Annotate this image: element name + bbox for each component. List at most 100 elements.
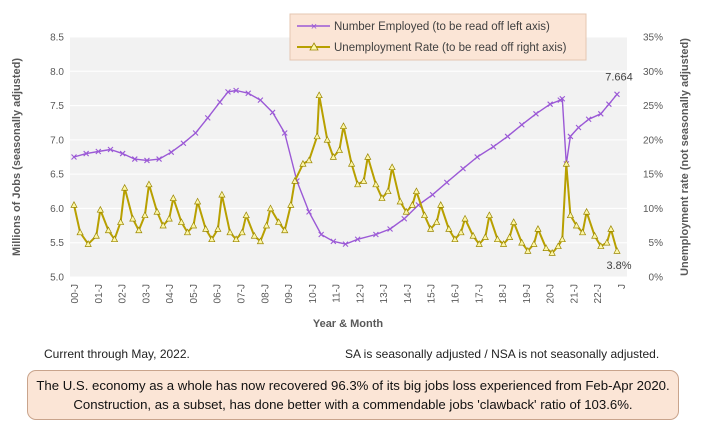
data-point xyxy=(524,247,532,254)
x-tick-label: 05-J xyxy=(189,284,200,303)
data-point xyxy=(156,156,162,162)
left-tick-label: 6.5 xyxy=(50,170,64,181)
data-point xyxy=(606,101,612,108)
data-point xyxy=(481,233,489,240)
data-point xyxy=(510,218,518,225)
data-point xyxy=(323,135,331,143)
data-point xyxy=(169,194,177,201)
data-point xyxy=(168,149,175,156)
data-point xyxy=(429,191,436,198)
data-point xyxy=(534,225,542,232)
data-point xyxy=(412,187,420,195)
data-point xyxy=(354,180,362,188)
data-point xyxy=(518,121,525,128)
data-point xyxy=(420,211,429,219)
series-layer xyxy=(70,87,621,256)
data-point xyxy=(110,235,119,243)
summary-callout: The U.S. economy as a whole has now reco… xyxy=(27,370,679,420)
data-point xyxy=(613,247,621,254)
data-point xyxy=(183,228,192,236)
x-tick-label: 15-J xyxy=(427,284,438,303)
x-tick-label: 20-J xyxy=(546,284,557,303)
data-point xyxy=(347,159,356,167)
summary-line-1: The U.S. economy as a whole has now reco… xyxy=(36,378,670,393)
data-point xyxy=(603,238,611,246)
legend-entry-employed: × Number Employed (to be read off left a… xyxy=(297,21,550,33)
x-tick-label: 00-J xyxy=(70,284,81,303)
legend-entry-unemployment: Unemployment Rate (to be read off right … xyxy=(297,42,567,54)
x-tick-label: 22-J xyxy=(593,284,604,303)
data-point xyxy=(275,218,283,225)
x-tick-label: 08-J xyxy=(260,284,271,303)
data-point xyxy=(281,226,289,234)
data-point xyxy=(567,133,574,140)
data-point xyxy=(339,122,348,129)
data-point xyxy=(583,207,591,215)
data-point xyxy=(250,231,258,239)
data-point xyxy=(257,97,264,103)
data-point xyxy=(95,148,102,155)
data-point xyxy=(554,242,562,249)
data-point xyxy=(461,214,469,222)
data-point xyxy=(427,225,435,232)
data-point xyxy=(578,228,587,236)
data-point xyxy=(364,153,372,160)
data-point xyxy=(475,240,483,247)
data-point xyxy=(153,207,161,215)
data-label: 3.8% xyxy=(606,260,631,272)
data-point xyxy=(457,228,465,236)
data-point xyxy=(330,238,337,245)
data-point xyxy=(266,204,275,212)
data-point xyxy=(607,225,615,232)
data-point xyxy=(71,154,77,160)
data-point xyxy=(96,205,104,213)
data-point xyxy=(76,228,84,236)
right-tick-label: 35% xyxy=(643,33,663,44)
left-tick-label: 5.0 xyxy=(50,273,64,284)
x-tick-label: 09-J xyxy=(284,284,295,303)
data-point xyxy=(145,180,153,188)
x-tick-label: 18-J xyxy=(498,284,509,303)
data-point xyxy=(575,124,582,131)
data-point xyxy=(518,238,526,246)
right-tick-label: 10% xyxy=(643,204,663,215)
data-point xyxy=(318,231,325,238)
data-point xyxy=(291,177,299,184)
data-point xyxy=(232,235,240,243)
data-point xyxy=(559,95,566,102)
x-tick-label: 10-J xyxy=(308,284,319,303)
data-point xyxy=(208,235,216,243)
data-point xyxy=(547,101,554,108)
data-point xyxy=(216,99,223,106)
data-point xyxy=(135,226,143,234)
x-tick-label: 13-J xyxy=(379,284,390,303)
data-point xyxy=(597,110,604,117)
data-point xyxy=(437,201,445,208)
x-tick-label: 07-J xyxy=(236,284,247,303)
legend-label-unemployment: Unemployment Rate (to be read off right … xyxy=(334,42,567,54)
x-tick-label: 11-J xyxy=(332,284,343,303)
data-point xyxy=(329,153,337,160)
data-point xyxy=(401,215,408,222)
data-point xyxy=(562,159,570,167)
data-point xyxy=(504,133,511,140)
series-employed xyxy=(71,87,620,247)
data-point xyxy=(84,240,92,247)
data-point xyxy=(159,221,167,229)
data-labels: 7.664 3.8% xyxy=(605,71,633,272)
data-point xyxy=(305,156,313,164)
sa-nsa-note: SA is seasonally adjusted / NSA is not s… xyxy=(345,347,660,361)
data-point xyxy=(313,132,321,140)
data-point xyxy=(225,88,231,95)
data-point xyxy=(204,115,211,121)
series-unemployment xyxy=(70,91,621,256)
data-point xyxy=(131,156,138,162)
x-tick-label: J xyxy=(617,284,628,289)
right-axis-title: Unemployment rate (not seasonally adjust… xyxy=(679,38,691,276)
data-point xyxy=(360,177,368,184)
left-axis-ticks: 5.0 5.5 6.0 6.5 7.0 7.5 8.0 8.5 xyxy=(50,33,64,284)
x-tick-label: 17-J xyxy=(474,284,485,303)
left-tick-label: 7.5 xyxy=(50,101,64,112)
data-point xyxy=(104,226,113,234)
x-tick-label: 06-J xyxy=(213,284,224,303)
